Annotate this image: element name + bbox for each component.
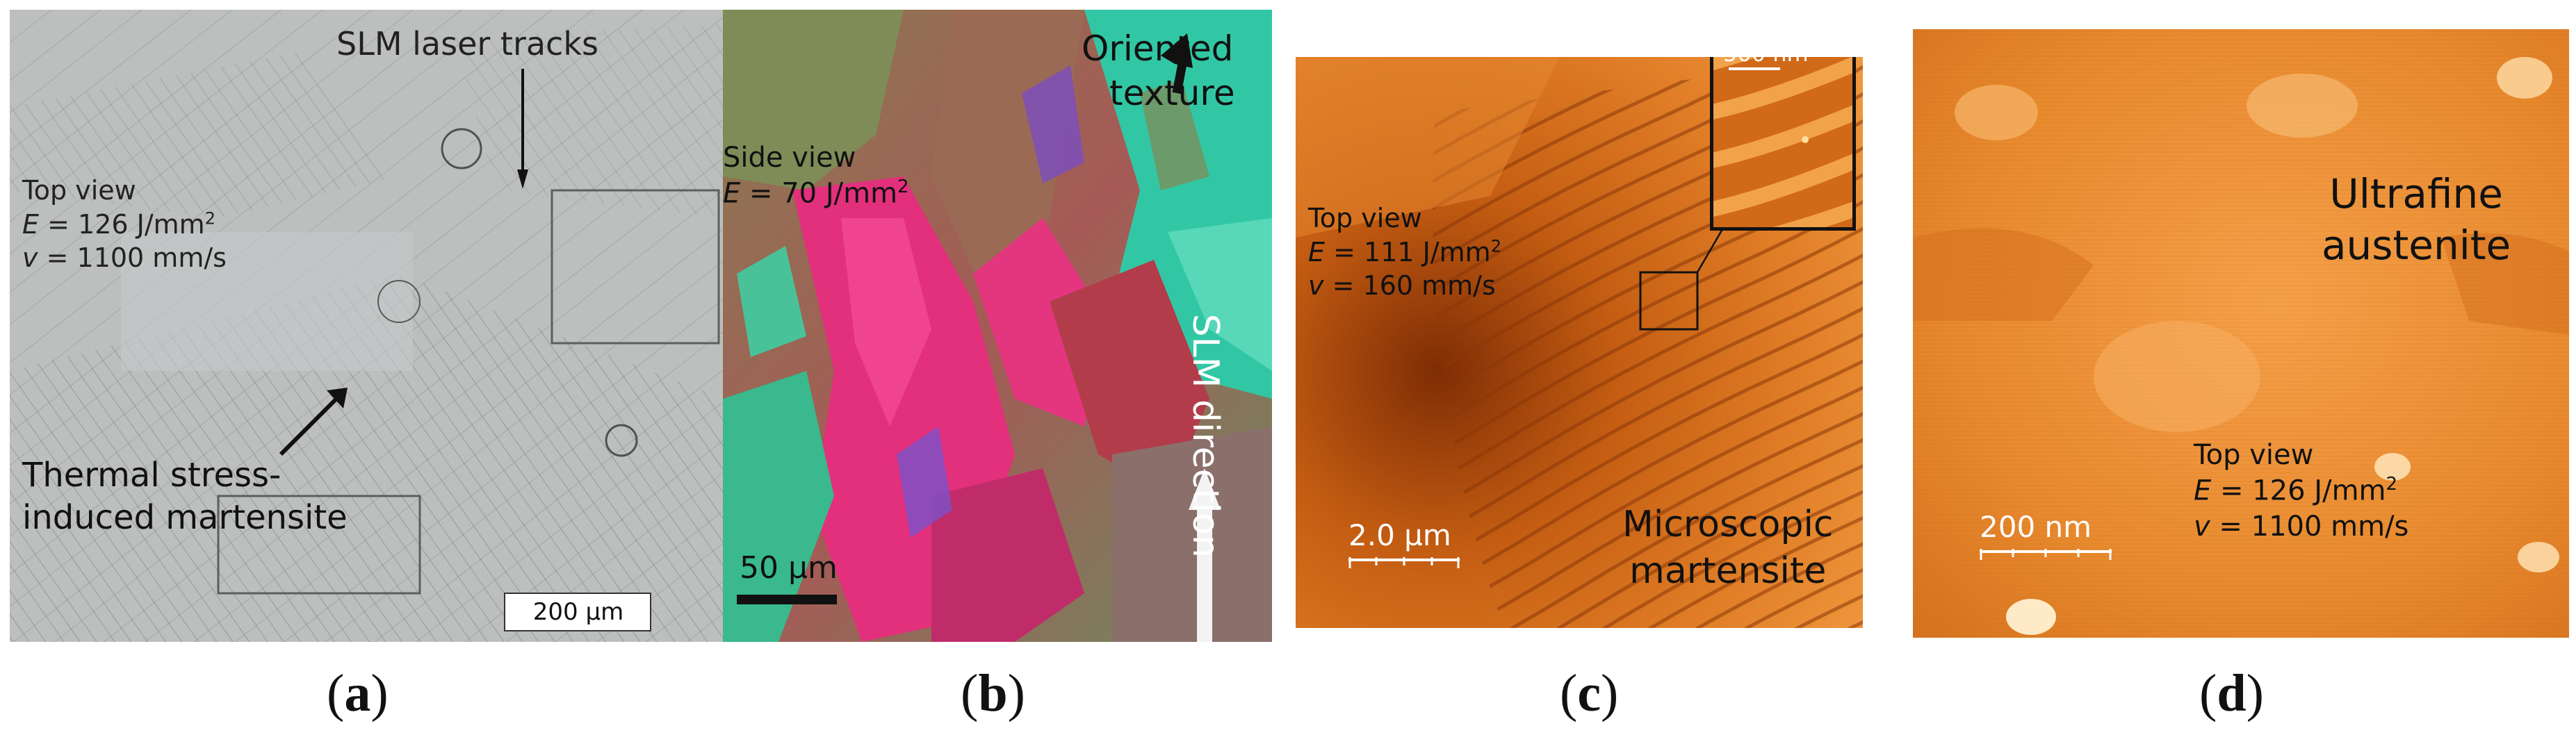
panel-d-phase-line2: austenite [2322, 222, 2511, 270]
panel-d-scale-bar: 200 nm [1980, 510, 2092, 544]
caption-d: (d) [2199, 663, 2264, 724]
panel-c-scale-bar: 2.0 µm [1348, 518, 1451, 552]
panel-a-scale-bar: 200 µm [532, 598, 624, 626]
panel-b-energy-exponent: 2 [897, 176, 909, 198]
caption-c: (c) [1560, 663, 1618, 724]
panel-d-view: Top view [2194, 439, 2314, 471]
panel-a-tracks-label: SLM laser tracks [336, 25, 598, 63]
panel-d-velocity-symbol: v [2194, 510, 2210, 543]
panel-a-tracks-arrow [279, 69, 528, 456]
panel-c-energy: E = 111 J/mm2 [1308, 235, 1501, 270]
caption-a: (a) [327, 663, 389, 724]
panel-c-energy-exponent: 2 [1490, 235, 1501, 256]
caption-d-close: ) [2246, 664, 2264, 722]
panel-d-energy-symbol: E [2194, 474, 2212, 507]
panel-c-parameters: Top view E = 111 J/mm2 v = 160 mm/s [1308, 201, 1501, 303]
panel-a-micrograph: SLM laser tracks Top view E = 126 J/mm2 … [10, 10, 723, 642]
panel-a-image [10, 10, 723, 642]
panel-d-velocity-value: = 1100 mm/s [2219, 510, 2409, 543]
panel-a-martensite-line2: induced martensite [22, 498, 348, 538]
panel-c-energy-symbol: E [1308, 236, 1326, 267]
panel-a-velocity-value: = 1100 mm/s [46, 242, 227, 274]
panel-b-texture-line1: Oriented [1082, 28, 1234, 69]
panel-a-energy-symbol: E [22, 208, 40, 240]
caption-c-letter: c [1577, 664, 1601, 722]
panel-a-energy: E = 126 J/mm2 [22, 208, 227, 242]
panel-c-velocity-value: = 160 mm/s [1332, 270, 1496, 301]
panel-c-phase-line1: Microscopic [1622, 504, 1834, 545]
panel-d-afm-image: Ultrafine austenite Top view E = 126 J/m… [1913, 29, 2569, 638]
panel-a-martensite-line1: Thermal stress- [22, 456, 282, 495]
panel-c-energy-value: = 111 J/mm [1333, 236, 1491, 267]
panel-a-parameters: Top view E = 126 J/mm2 v = 1100 mm/s [22, 174, 227, 275]
panel-b-ebsd-map: Oriented texture Side view E = 70 J/mm2 … [723, 10, 1272, 642]
panel-b-energy-symbol: E [723, 177, 741, 210]
caption-a-letter: a [344, 664, 371, 722]
caption-c-close: ) [1601, 664, 1619, 722]
caption-b-close: ) [1007, 664, 1025, 722]
panel-a-energy-exponent: 2 [204, 208, 215, 228]
panel-a-view: Top view [22, 175, 136, 206]
panel-b-view: Side view [723, 142, 856, 174]
panel-d-energy-exponent: 2 [2386, 474, 2398, 495]
caption-b-open: ( [961, 664, 979, 722]
panel-b-parameters: Side view E = 70 J/mm2 [723, 140, 909, 212]
panel-c-inset-image [1713, 57, 1852, 227]
panel-c-phase-label: Microscopic martensite [1622, 502, 1834, 594]
panel-b-scale-bar: 50 µm [740, 550, 838, 586]
panel-b-energy-value: = 70 J/mm [749, 177, 898, 210]
caption-b: (b) [961, 663, 1025, 724]
panel-b-texture-line2: texture [1109, 73, 1235, 113]
panel-c-view: Top view [1308, 203, 1422, 233]
panel-c-inset: 500 nm [1710, 57, 1856, 231]
panel-d-image [1913, 29, 2569, 638]
panel-c-inset-scale: 500 nm [1723, 57, 1809, 68]
panel-a-velocity-symbol: v [22, 242, 38, 274]
panel-d-scale-bar-line [1980, 549, 2112, 560]
panel-c-scale-bar-line [1348, 557, 1460, 568]
panel-c-phase-line2: martensite [1629, 549, 1827, 592]
panel-d-parameters: Top view E = 126 J/mm2 v = 1100 mm/s [2194, 438, 2408, 545]
panel-c-afm-image: 500 nm Top view E = 111 J/mm2 v = 160 mm… [1296, 57, 1863, 628]
panel-b-energy: E = 70 J/mm2 [723, 176, 909, 212]
caption-a-open: ( [327, 664, 345, 722]
panel-d-energy-value: = 126 J/mm [2220, 474, 2386, 507]
panel-a-velocity: v = 1100 mm/s [22, 241, 227, 275]
panel-d-velocity: v = 1100 mm/s [2194, 509, 2408, 545]
caption-a-close: ) [370, 664, 389, 722]
panel-a-martensite-label: Thermal stress- induced martensite [22, 454, 348, 540]
panel-d-phase-label: Ultrafine austenite [2322, 168, 2511, 271]
panel-a-energy-value: = 126 J/mm [47, 208, 205, 240]
caption-d-letter: d [2217, 664, 2247, 722]
caption-c-open: ( [1560, 664, 1578, 722]
panel-d-energy: E = 126 J/mm2 [2194, 473, 2408, 509]
caption-b-letter: b [978, 664, 1008, 722]
panel-b-texture-label: Oriented texture [1082, 26, 1235, 115]
panel-b-image [723, 10, 1272, 642]
caption-d-open: ( [2199, 664, 2217, 722]
panel-c-velocity-symbol: v [1308, 270, 1324, 301]
panel-c-velocity: v = 160 mm/s [1308, 269, 1501, 303]
panel-d-phase-line1: Ultrafine [2329, 170, 2503, 217]
panel-b-direction-label: SLM direction [1184, 313, 1226, 558]
